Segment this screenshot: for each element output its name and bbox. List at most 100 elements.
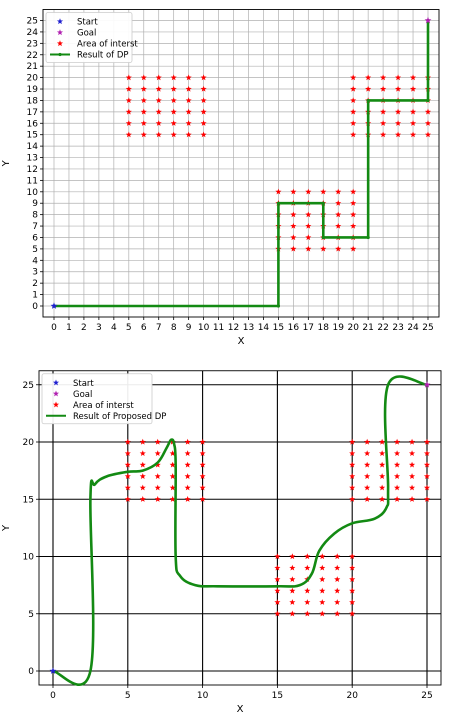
area-star: [154, 484, 161, 491]
area-star: [410, 131, 417, 138]
area-star: [395, 120, 402, 126]
area-star: [155, 85, 162, 92]
x-tick-label: 24: [407, 323, 419, 333]
area-star: [200, 131, 207, 138]
area-star: [409, 473, 416, 479]
area-star: [350, 74, 357, 81]
area-star: [125, 131, 132, 138]
area-star: [184, 461, 191, 468]
area-star: [350, 97, 357, 104]
area-star: [349, 610, 356, 617]
start-marker: [50, 302, 58, 309]
area-star: [335, 188, 342, 195]
area-star: [124, 473, 131, 479]
area-star: [140, 74, 147, 81]
area-star: [320, 188, 327, 195]
area-star: [350, 245, 357, 252]
area-star: [275, 188, 282, 195]
area-star: [379, 461, 386, 468]
area-star: [423, 438, 431, 445]
area-star: [349, 461, 356, 468]
area-star: [140, 97, 147, 104]
x-tick-label: 0: [51, 323, 57, 333]
area-star: [319, 553, 326, 560]
plot-frame: [42, 9, 440, 318]
x-tick-label: 10: [198, 323, 210, 333]
plot-frame: [38, 370, 442, 686]
area-star: [334, 576, 341, 582]
area-star: [170, 108, 177, 115]
area-star: [380, 74, 387, 81]
area-star: [199, 496, 206, 502]
area-star: [199, 438, 206, 445]
x-tick-label: 22: [377, 323, 388, 333]
legend-star-icon: [52, 390, 60, 397]
x-tick-label: 9: [186, 323, 192, 333]
area-star: [409, 438, 416, 445]
legend-label: Start: [77, 18, 98, 28]
area-star: [380, 85, 387, 92]
area-star: [139, 450, 146, 457]
legend-box: [45, 12, 133, 63]
legend-star-icon: [56, 29, 64, 36]
y-tick-label: 12: [27, 165, 38, 175]
legend-label: Goal: [77, 29, 96, 39]
area-star: [304, 553, 311, 560]
area-star: [410, 74, 417, 81]
area-star: [290, 211, 297, 218]
area-star: [350, 222, 357, 229]
area-star: [139, 438, 146, 445]
area-star: [364, 496, 371, 502]
legend-label: Area of interst: [77, 40, 138, 50]
area-star: [185, 108, 192, 115]
legend-label: Result of DP: [77, 51, 129, 61]
area-star: [274, 610, 281, 617]
x-tick-label: 18: [318, 323, 330, 333]
area-star: [290, 234, 297, 241]
area-star: [139, 496, 146, 502]
area-star: [350, 211, 357, 218]
area-star: [423, 473, 431, 479]
x-tick-label: 15: [272, 691, 283, 701]
y-tick-label: 24: [27, 28, 39, 38]
y-tick-label: 3: [32, 268, 38, 278]
x-axis-label: X: [237, 704, 244, 715]
area-star: [125, 97, 132, 104]
y-tick-label: 13: [27, 154, 38, 164]
area-star: [154, 438, 161, 445]
area-star: [304, 610, 311, 617]
legend-star-icon: [52, 379, 60, 386]
area-star: [380, 120, 387, 126]
area-star: [349, 438, 356, 445]
area-star: [424, 120, 432, 126]
y-tick-label: 11: [27, 176, 38, 186]
y-tick-label: 10: [23, 553, 35, 563]
area-star: [155, 74, 162, 81]
area-star: [290, 222, 297, 229]
legend-label: Start: [73, 379, 94, 389]
area-star: [185, 120, 192, 126]
area-star: [409, 461, 416, 468]
y-tick-label: 20: [27, 74, 39, 84]
legend-star-icon: [52, 401, 60, 408]
path-vertex: [366, 98, 370, 103]
x-tick-label: 4: [111, 323, 117, 333]
area-star: [274, 599, 281, 605]
area-star: [200, 120, 207, 126]
path-line: [52, 375, 428, 687]
area-star: [350, 131, 357, 138]
area-of-interest-markers: [124, 438, 431, 617]
area-star: [394, 438, 401, 445]
y-tick-label: 22: [27, 51, 38, 61]
area-star: [423, 461, 431, 468]
x-tick-label: 14: [258, 323, 270, 333]
legend-star-icon: [56, 40, 64, 47]
path-vertex: [276, 201, 280, 205]
y-tick-label: 1: [32, 291, 38, 301]
area-star: [170, 74, 177, 81]
y-tick-label: 15: [23, 495, 34, 505]
area-star: [394, 450, 401, 457]
